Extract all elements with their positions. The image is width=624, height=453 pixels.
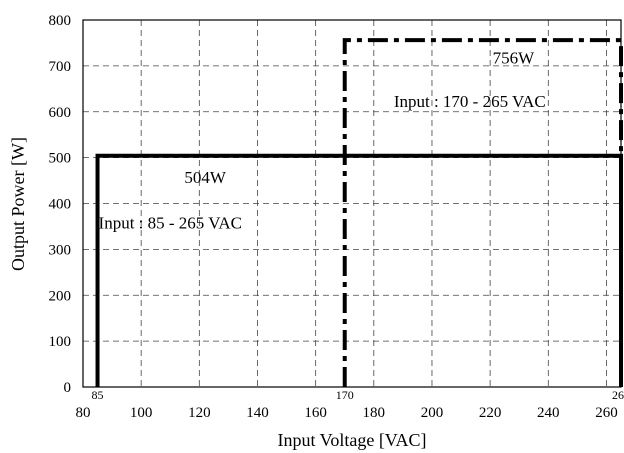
marker-label: 265 <box>612 388 624 402</box>
plot-frame <box>82 19 622 388</box>
y-tick-label: 600 <box>49 105 72 121</box>
y-axis-title: Output Power [W] <box>8 137 28 271</box>
y-tick-label: 300 <box>49 242 72 258</box>
annotation-label: Input : 85 - 265 VAC <box>99 214 242 233</box>
y-tick-label: 800 <box>49 13 72 29</box>
marker-label: 170 <box>336 388 354 402</box>
y-tick-label: 100 <box>49 334 72 350</box>
x-tick-label: 100 <box>130 405 153 421</box>
series-line-solid <box>95 153 623 387</box>
y-tick-label: 0 <box>64 380 72 396</box>
x-tick-label: 260 <box>595 405 618 421</box>
x-tick-label: 80 <box>76 405 91 421</box>
x-tick-label: 140 <box>246 405 269 421</box>
y-tick-label: 200 <box>49 288 72 304</box>
x-axis-title: Input Voltage [VAC] <box>277 430 426 450</box>
annotations: 756W Input : 170 - 265 VAC 504W Input : 85 … <box>99 49 546 233</box>
grid <box>83 20 621 387</box>
y-tick-label: 400 <box>49 197 72 213</box>
x-tick-label: 220 <box>479 405 502 421</box>
annotation-label: 756W <box>493 49 536 68</box>
y-tick-label: 500 <box>49 151 72 167</box>
x-tick-labels: 80 100 120 140 160 180 200 220 240 260 <box>76 405 618 421</box>
x-tick-label: 240 <box>537 405 560 421</box>
y-tick-label: 700 <box>49 59 72 75</box>
y-tick-labels: 0 100 200 300 400 500 600 700 800 <box>49 13 72 396</box>
x-tick-label: 200 <box>421 405 444 421</box>
x-tick-label: 120 <box>188 405 211 421</box>
annotation-label: Input : 170 - 265 VAC <box>394 92 546 111</box>
x-tick-label: 180 <box>363 405 386 421</box>
marker-labels: 85 170 265 <box>92 388 624 402</box>
x-tick-label: 160 <box>304 405 327 421</box>
annotation-label: 504W <box>184 168 227 187</box>
marker-label: 85 <box>92 388 104 402</box>
